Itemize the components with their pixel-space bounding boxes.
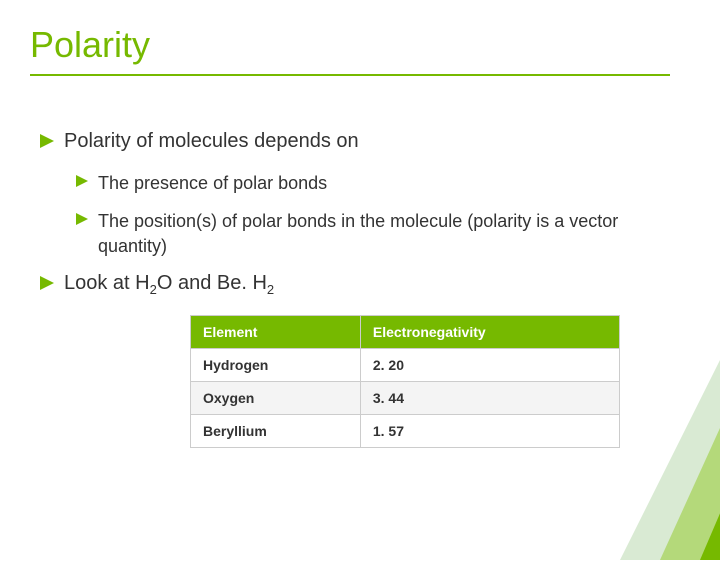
table-cell: Beryllium xyxy=(191,414,361,447)
table-row: Oxygen 3. 44 xyxy=(191,381,620,414)
bullet-level2: The position(s) of polar bonds in the mo… xyxy=(76,209,660,258)
deco-triangle-icon xyxy=(660,340,720,560)
table-row: Hydrogen 2. 20 xyxy=(191,348,620,381)
deco-triangle-icon xyxy=(700,420,720,560)
arrow-icon xyxy=(40,134,54,148)
subscript: 2 xyxy=(267,282,274,297)
bullet-level2: The presence of polar bonds xyxy=(76,171,660,195)
bullet-text: Polarity of molecules depends on xyxy=(64,130,660,153)
content-area: Polarity of molecules depends on The pre… xyxy=(40,130,660,448)
table-cell: 1. 57 xyxy=(360,414,619,447)
subscript: 2 xyxy=(150,282,157,297)
bullet-text: The presence of polar bonds xyxy=(98,171,660,195)
table-header-cell: Element xyxy=(191,315,361,348)
bullet-text: Look at H2O and Be. H2 xyxy=(64,272,660,297)
text-fragment: Look at H xyxy=(64,272,150,294)
text-fragment: O and Be. H xyxy=(157,272,267,294)
bullet-text: The position(s) of polar bonds in the mo… xyxy=(98,209,660,258)
arrow-icon xyxy=(76,213,88,225)
table-header-row: Element Electronegativity xyxy=(191,315,620,348)
table-cell: Oxygen xyxy=(191,381,361,414)
table-cell: 3. 44 xyxy=(360,381,619,414)
table-row: Beryllium 1. 57 xyxy=(191,414,620,447)
bullet-level1: Look at H2O and Be. H2 xyxy=(40,272,660,297)
electronegativity-table: Element Electronegativity Hydrogen 2. 20… xyxy=(190,315,620,448)
slide-title: Polarity xyxy=(30,24,670,76)
arrow-icon xyxy=(40,276,54,290)
table-cell: 2. 20 xyxy=(360,348,619,381)
table-header-cell: Electronegativity xyxy=(360,315,619,348)
arrow-icon xyxy=(76,175,88,187)
bullet-level1: Polarity of molecules depends on xyxy=(40,130,660,153)
table-cell: Hydrogen xyxy=(191,348,361,381)
